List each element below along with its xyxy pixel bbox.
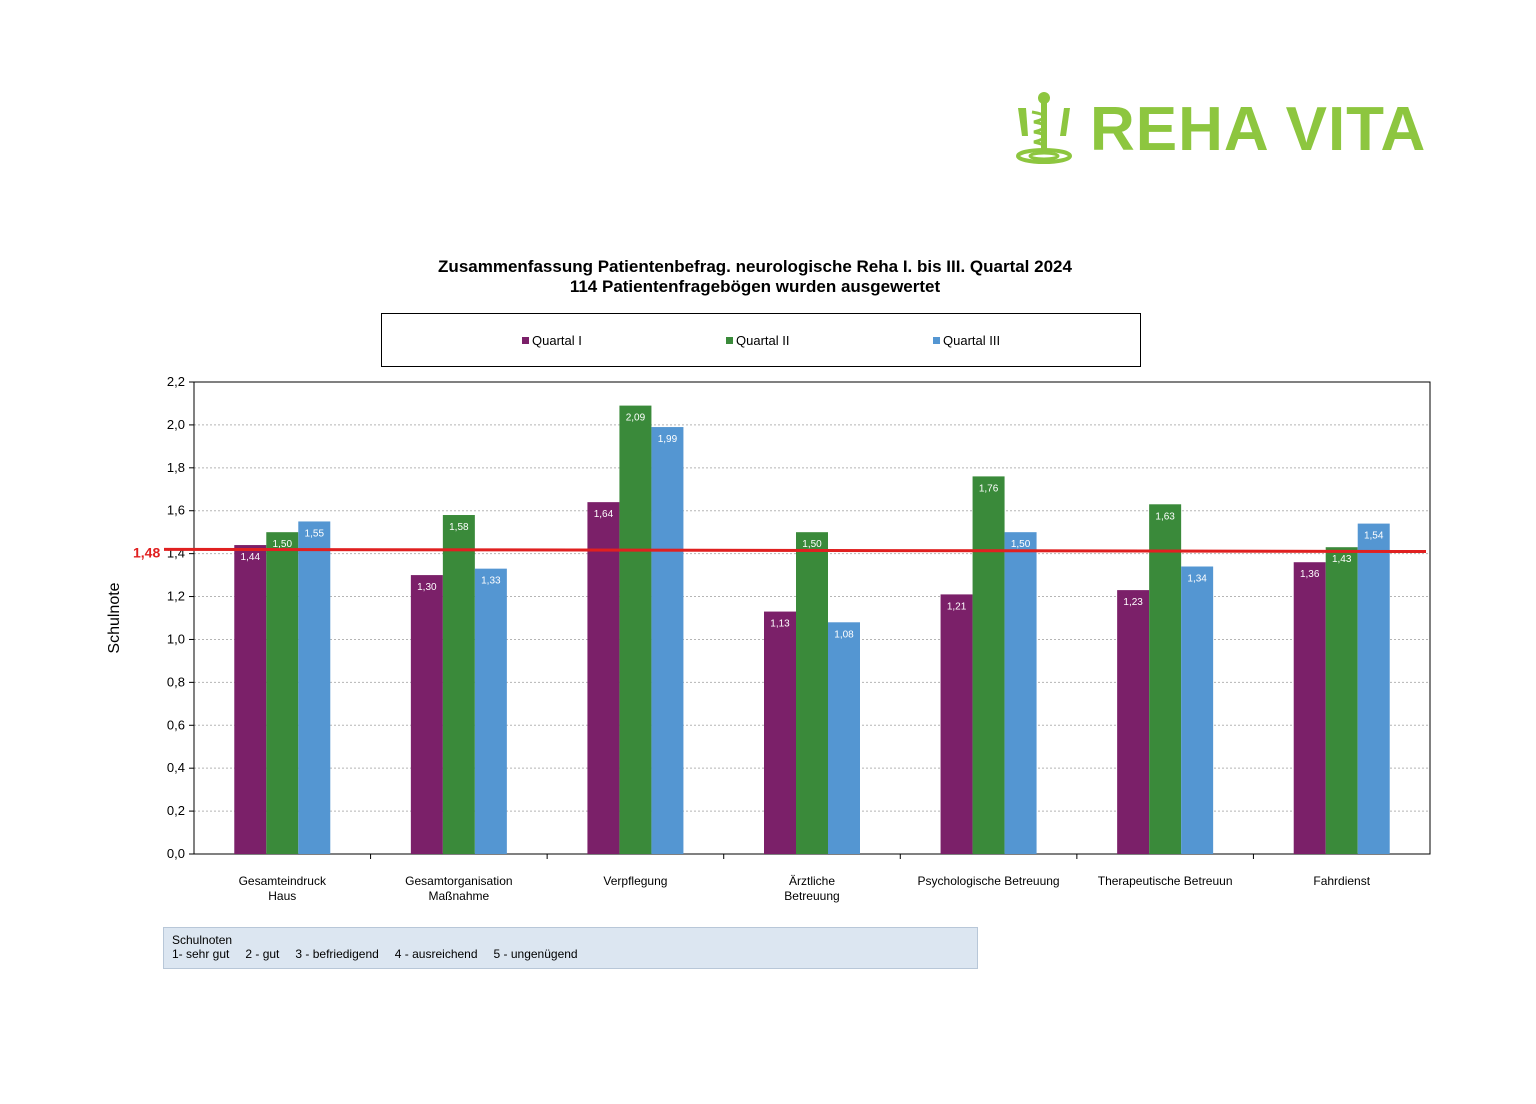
bar-q2 [1325,547,1358,854]
y-tick-label: 2,2 [167,374,185,389]
legend-item-quartal-3: Quartal III [933,333,1000,348]
x-category-label: Gesamteindruck [239,874,327,888]
bar-q3 [1181,566,1214,854]
x-category-label: Psychologische Betreuung [918,874,1060,888]
legend-item-quartal-1: Quartal I [522,333,582,348]
bar-q1 [410,575,443,854]
chart-subtitle: 114 Patientenfragebögen wurden ausgewert… [569,277,941,296]
grade-5: 5 - ungenügend [493,947,578,961]
bar-data-label: 1,99 [658,434,678,445]
logo-text: REHA VITA [1090,95,1427,164]
bar-data-label: 1,43 [1332,554,1352,565]
bar-q3 [1357,523,1390,854]
bar-q1 [1293,562,1326,854]
x-category-label: Betreuung [784,889,839,903]
bar-q1 [234,545,267,854]
grade-1: 1- sehr gut [172,947,230,961]
bar-data-label: 1,54 [1364,531,1384,542]
bar-data-label: 1,63 [1155,511,1175,522]
bar-data-label: 1,76 [979,483,999,494]
bar-data-label: 1,64 [594,509,614,520]
bar-q3 [298,521,331,854]
x-category-label: Ärztliche [789,874,835,888]
grade-2: 2 - gut [245,947,280,961]
y-tick-label: 0,6 [167,717,185,732]
bar-q1 [587,502,620,854]
bar-data-label: 1,21 [947,601,967,612]
bar-q2 [442,515,475,854]
bar-data-label: 1,34 [1187,574,1207,585]
legend: Quartal I Quartal II Quartal III [381,313,1141,367]
x-category-label: Haus [268,889,296,903]
average-reference-line [163,547,1427,553]
legend-label: Quartal II [736,333,790,348]
y-tick-label: 1,0 [167,631,185,646]
bar-q2 [1149,504,1182,854]
bar-q3 [651,427,684,854]
bar-q1 [764,611,796,854]
bar-q3 [474,568,507,854]
y-tick-label: 1,2 [167,589,185,604]
bar-data-label: 1,33 [481,576,501,587]
x-category-label: Fahrdienst [1313,874,1370,888]
bar-q3 [828,622,860,854]
bar-data-label: 1,50 [1011,539,1031,550]
legend-swatch-q2 [726,337,733,344]
bar-data-label: 1,08 [834,629,854,640]
y-tick-label: 2,0 [167,417,185,432]
legend-swatch-q3 [933,337,940,344]
bar-q2 [619,405,652,854]
grade-scale-title: Schulnoten [172,933,233,947]
legend-label: Quartal I [532,333,582,348]
bar-q1 [1117,590,1150,854]
y-tick-label: 1,8 [167,460,185,475]
bar-data-label: 2,09 [626,413,646,424]
bar-q1 [940,594,973,854]
bar-data-label: 1,30 [417,582,437,593]
bar-data-label: 1,58 [449,522,469,533]
x-category-label: Verpflegung [603,874,667,888]
bar-data-label: 1,44 [241,552,261,563]
grade-scale-items: 1- sehr gut 2 - gut 3 - befriedigend 4 - au… [172,947,977,961]
bar-q2 [266,532,299,854]
average-reference-label: 1,48 [133,544,160,560]
legend-swatch-q1 [522,337,529,344]
legend-label: Quartal III [943,333,1001,348]
grade-3: 3 - befriedigend [295,947,379,961]
x-category-label: Therapeutische Betreuun [1098,874,1233,888]
y-tick-label: 0,4 [167,760,185,775]
bar-q3 [1004,532,1037,854]
y-tick-label: 0,2 [167,803,185,818]
x-category-label: Maßnahme [429,889,490,903]
grade-scale-note: Schulnoten 1- sehr gut 2 - gut 3 - befried… [163,927,978,969]
reha-vita-logo: REHA VITA [1012,90,1425,170]
staff-of-asclepius-icon [1016,92,1072,164]
y-tick-label: 0,0 [167,846,185,861]
legend-item-quartal-2: Quartal II [726,333,789,348]
grade-4: 4 - ausreichend [394,947,478,961]
y-tick-label: 1,6 [167,503,185,518]
bar-q2 [972,476,1005,854]
bar-q2 [796,532,828,854]
y-tick-label: 0,8 [167,674,185,689]
bar-data-label: 1,23 [1123,597,1143,608]
bar-data-label: 1,55 [305,528,325,539]
chart-title: Zusammenfassung Patientenbefrag. neurolo… [438,257,1072,276]
bar-data-label: 1,13 [770,619,790,630]
bar-data-label: 1,50 [802,539,822,550]
bar-data-label: 1,50 [273,539,293,550]
bar-data-label: 1,36 [1300,569,1320,580]
x-category-label: Gesamtorganisation [405,874,512,888]
chart-title-block: Zusammenfassung Patientenbefrag. neurolo… [300,257,1210,297]
